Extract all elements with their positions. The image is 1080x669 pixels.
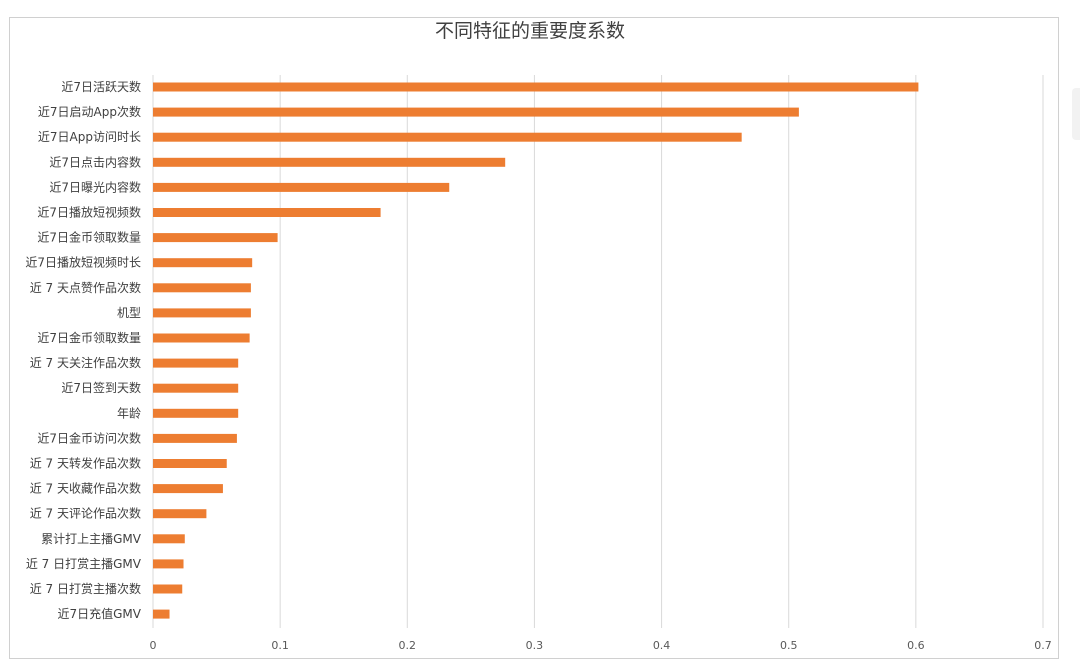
x-tick-label: 0 [150, 639, 157, 652]
bar [153, 484, 223, 494]
side-scroll-handle [1072, 88, 1080, 140]
bar [153, 258, 253, 268]
chart-title: 不同特征的重要度系数 [434, 20, 625, 42]
category-label: 近 7 天点赞作品次数 [30, 280, 141, 295]
category-label: 近7日播放短视频时长 [25, 255, 141, 270]
bar [153, 433, 237, 443]
category-label: 近7日曝光内容数 [49, 179, 141, 194]
category-labels: 近7日活跃天数近7日启动App次数近7日App访问时长近7日点击内容数近7日曝光… [25, 79, 141, 621]
category-label: 近 7 日打赏主播次数 [30, 581, 141, 596]
bar [153, 383, 239, 393]
bar [153, 107, 799, 117]
x-tick-label: 0.1 [271, 639, 289, 652]
category-label: 近 7 日打赏主播GMV [26, 557, 142, 571]
category-label: 近7日金币领取数量 [37, 230, 141, 245]
category-label: 近7日点击内容数 [49, 154, 141, 169]
category-label: 近7日活跃天数 [61, 79, 141, 94]
gridlines [152, 75, 1044, 628]
bar [153, 358, 239, 368]
category-label: 近 7 天收藏作品次数 [30, 481, 141, 496]
bar [153, 182, 450, 192]
x-tick-label: 0.4 [653, 639, 671, 652]
x-tick-labels: 0 0.1 0.2 0.3 0.4 0.5 0.6 0.7 [150, 639, 1052, 652]
category-label: 累计打上主播GMV [41, 532, 142, 546]
bar [153, 82, 919, 92]
bar [153, 132, 742, 142]
category-label: 近7日金币领取数量 [37, 330, 141, 345]
x-tick-label: 0.6 [907, 639, 925, 652]
x-tick-label: 0.3 [526, 639, 544, 652]
bar [153, 534, 185, 544]
bar [153, 208, 381, 217]
category-label: 近7日充值GMV [58, 606, 142, 621]
bar [153, 333, 250, 343]
bar [153, 584, 183, 594]
bar [153, 509, 207, 519]
bar [153, 308, 251, 318]
category-label: 近 7 天评论作品次数 [30, 506, 141, 521]
bar [153, 408, 239, 418]
category-label: 近7日金币访问次数 [37, 430, 141, 445]
category-label: 近7日播放短视频数 [37, 205, 141, 220]
x-tick-label: 0.7 [1034, 639, 1052, 652]
x-tick-label: 0.5 [780, 639, 798, 652]
bars [153, 82, 919, 619]
category-label: 机型 [117, 306, 141, 320]
x-tick-label: 0.2 [399, 639, 417, 652]
bar [153, 609, 170, 619]
category-label: 近7日签到天数 [61, 380, 141, 395]
category-label: 近7日App访问时长 [38, 130, 141, 144]
category-label: 近 7 天关注作品次数 [30, 355, 141, 370]
bar [153, 283, 251, 293]
bar [153, 157, 506, 167]
category-label: 近7日启动App次数 [38, 104, 141, 119]
bar [153, 459, 227, 468]
bar [153, 559, 184, 569]
category-label: 年龄 [117, 406, 141, 420]
bar [153, 233, 278, 243]
category-label: 近 7 天转发作品次数 [30, 456, 141, 471]
